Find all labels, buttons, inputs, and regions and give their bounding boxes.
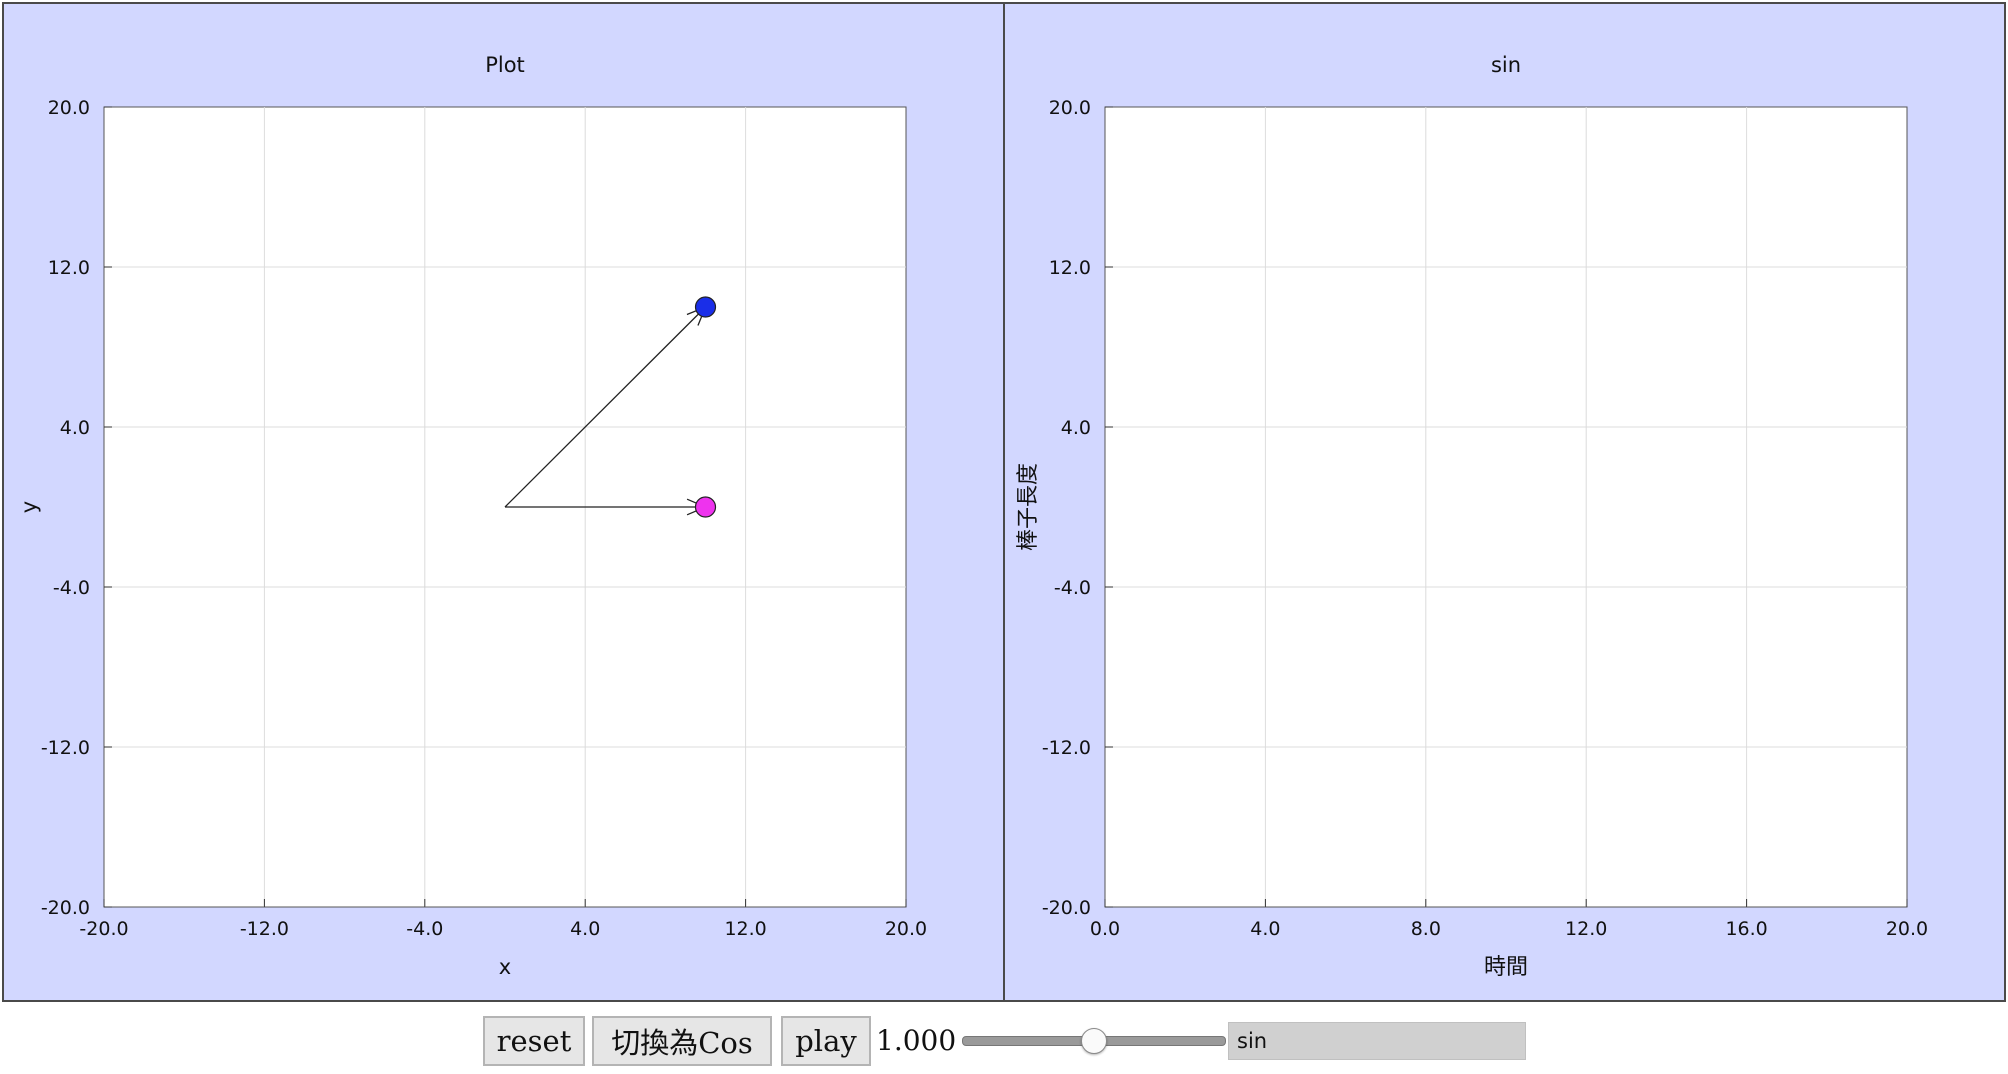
y-tick-label: -20.0 xyxy=(1042,897,1091,919)
sin-plot-svg[interactable]: sin -20.0 -12.0 -4.0 4.0 12.0 20.0 0.0 4.0 8.0 1… xyxy=(1005,4,2008,1004)
y-tick-label: -12.0 xyxy=(41,737,90,759)
y-tick-label: -12.0 xyxy=(1042,737,1091,759)
point-marker xyxy=(694,296,717,318)
x-tick-label: 0.0 xyxy=(1090,918,1120,940)
x-tick-label: 12.0 xyxy=(1565,918,1607,940)
vector-line xyxy=(504,306,706,508)
y-tick-label: -4.0 xyxy=(53,577,90,599)
toggle-cos-button[interactable]: 切換為Cos xyxy=(592,1016,772,1066)
function-field[interactable]: sin xyxy=(1228,1022,1526,1060)
x-axis-label: 時間 xyxy=(1484,955,1528,980)
x-tick-label: 4.0 xyxy=(570,918,600,940)
y-tick-label: 20.0 xyxy=(1049,97,1091,119)
slider-thumb[interactable] xyxy=(1081,1028,1107,1054)
x-tick-label: -20.0 xyxy=(79,918,128,940)
play-button[interactable]: play xyxy=(781,1016,871,1066)
x-tick-label: 16.0 xyxy=(1725,918,1767,940)
x-tick-label: 8.0 xyxy=(1411,918,1441,940)
y-tick-label: -20.0 xyxy=(41,897,90,919)
y-tick-label: 4.0 xyxy=(60,417,90,439)
point-marker xyxy=(694,496,717,518)
x-tick-label: -12.0 xyxy=(240,918,289,940)
slider-value-readout: 1.000 xyxy=(876,1024,957,1057)
y-tick-label: 12.0 xyxy=(1049,257,1091,279)
plot-svg[interactable]: Plot -20.0 -12.0 -4.0 4.0 12.0 20.0 -20.0 -12.… xyxy=(4,4,1008,1004)
sin-plot-title: sin xyxy=(1491,53,1521,77)
y-tick-labels: -20.0 -12.0 -4.0 4.0 12.0 20.0 xyxy=(1042,97,1091,919)
x-tick-label: -4.0 xyxy=(406,918,443,940)
x-tick-label: 20.0 xyxy=(885,918,927,940)
plot-panel-right: sin -20.0 -12.0 -4.0 4.0 12.0 20.0 0.0 4.0 8.0 1… xyxy=(1003,2,2006,1002)
y-axis-label: y xyxy=(17,501,41,513)
sin-plot-area[interactable] xyxy=(1104,106,1908,908)
x-tick-label: 12.0 xyxy=(724,918,766,940)
x-tick-label: 4.0 xyxy=(1250,918,1280,940)
speed-slider[interactable] xyxy=(962,1025,1226,1055)
x-tick-labels: 0.0 4.0 8.0 12.0 16.0 20.0 xyxy=(1090,918,1928,940)
plot-marks xyxy=(504,296,717,518)
grid-lines xyxy=(1104,106,1908,908)
control-bar: reset 切換為Cos play 1.000 sin xyxy=(0,1014,2008,1070)
y-tick-labels: -20.0 -12.0 -4.0 4.0 12.0 20.0 xyxy=(41,97,90,919)
y-tick-label: 20.0 xyxy=(48,97,90,119)
plot-panel-left: Plot -20.0 -12.0 -4.0 4.0 12.0 20.0 -20.0 -12.… xyxy=(2,2,1006,1002)
x-tick-labels: -20.0 -12.0 -4.0 4.0 12.0 20.0 xyxy=(79,918,927,940)
y-tick-label: -4.0 xyxy=(1054,577,1091,599)
x-tick-label: 20.0 xyxy=(1886,918,1928,940)
plot-title: Plot xyxy=(485,53,525,77)
x-axis-label: x xyxy=(499,955,511,979)
y-axis-label: 棒子長度 xyxy=(1016,463,1041,551)
reset-button[interactable]: reset xyxy=(483,1016,585,1066)
y-tick-label: 4.0 xyxy=(1061,417,1091,439)
y-tick-label: 12.0 xyxy=(48,257,90,279)
